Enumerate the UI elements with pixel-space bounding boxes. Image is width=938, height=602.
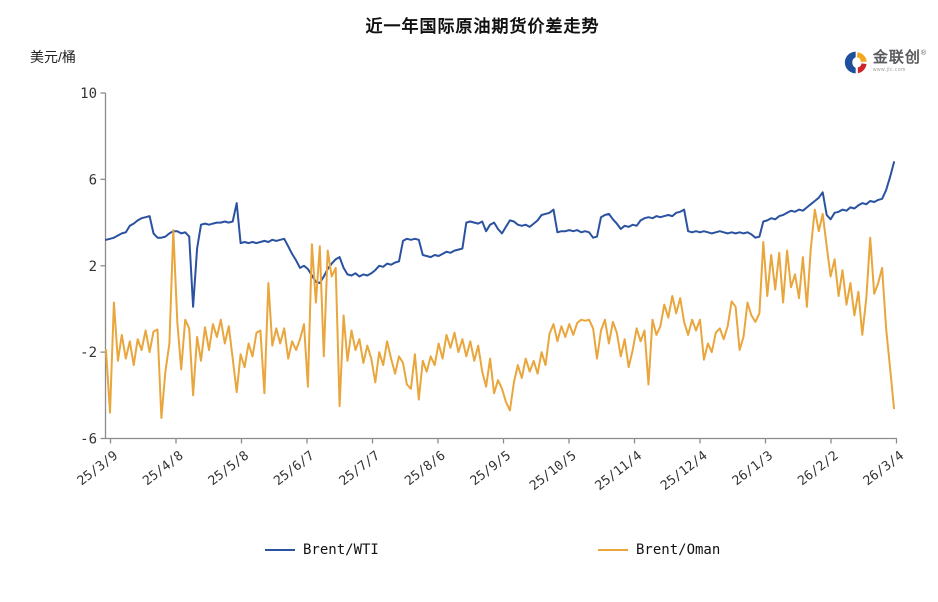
- brent-oman-legend-label: Brent/Oman: [636, 542, 721, 558]
- legend-item-brent-wti: Brent/WTI: [265, 542, 379, 558]
- x-tick-label: 25/6/7: [271, 448, 317, 489]
- x-tick-label: 25/9/5: [468, 448, 514, 489]
- y-tick-label: 2: [89, 259, 97, 275]
- jlc-logo-icon: [844, 50, 869, 75]
- y-axis-unit-label: 美元/桶: [30, 49, 76, 65]
- x-tick-label: 25/12/4: [658, 448, 711, 494]
- legend-item-brent-oman: Brent/Oman: [598, 542, 720, 558]
- jlc-logo-subtext: www.jlc.com: [872, 67, 906, 73]
- chart-legend: Brent/WTI Brent/Oman: [0, 539, 938, 559]
- x-tick-label: 25/8/6: [402, 448, 448, 489]
- x-tick-label: 26/2/2: [795, 448, 841, 489]
- registered-trademark-mark: ®: [920, 50, 926, 57]
- x-tick-label: 25/5/8: [206, 448, 252, 489]
- brent-oman-line: [105, 208, 895, 419]
- brent-wti-legend-label: Brent/WTI: [303, 542, 379, 558]
- y-tick-label: -6: [80, 432, 97, 448]
- x-tick-label: 25/11/4: [593, 448, 646, 494]
- chart-title: 近一年国际原油期货价差走势: [365, 17, 600, 36]
- jlc-logo: 金联创® www.jlc.com: [844, 50, 926, 75]
- brent-wti-legend-swatch: [265, 549, 295, 551]
- x-tick-label: 25/10/5: [527, 448, 579, 494]
- jlc-logo-brand-text: 金联创: [872, 49, 921, 66]
- x-tick-label: 26/1/3: [730, 448, 776, 489]
- brent-wti-line: [105, 161, 895, 308]
- x-tick-label: 26/3/4: [861, 448, 907, 489]
- x-tick-label: 25/3/9: [75, 448, 121, 489]
- brent-oman-legend-swatch: [598, 549, 628, 551]
- y-tick-label: -2: [80, 345, 97, 361]
- x-tick-label: 25/4/8: [140, 448, 186, 489]
- y-tick-label: 6: [89, 172, 97, 188]
- y-tick-label: 10: [80, 86, 97, 102]
- x-tick-label: 25/7/7: [337, 448, 383, 489]
